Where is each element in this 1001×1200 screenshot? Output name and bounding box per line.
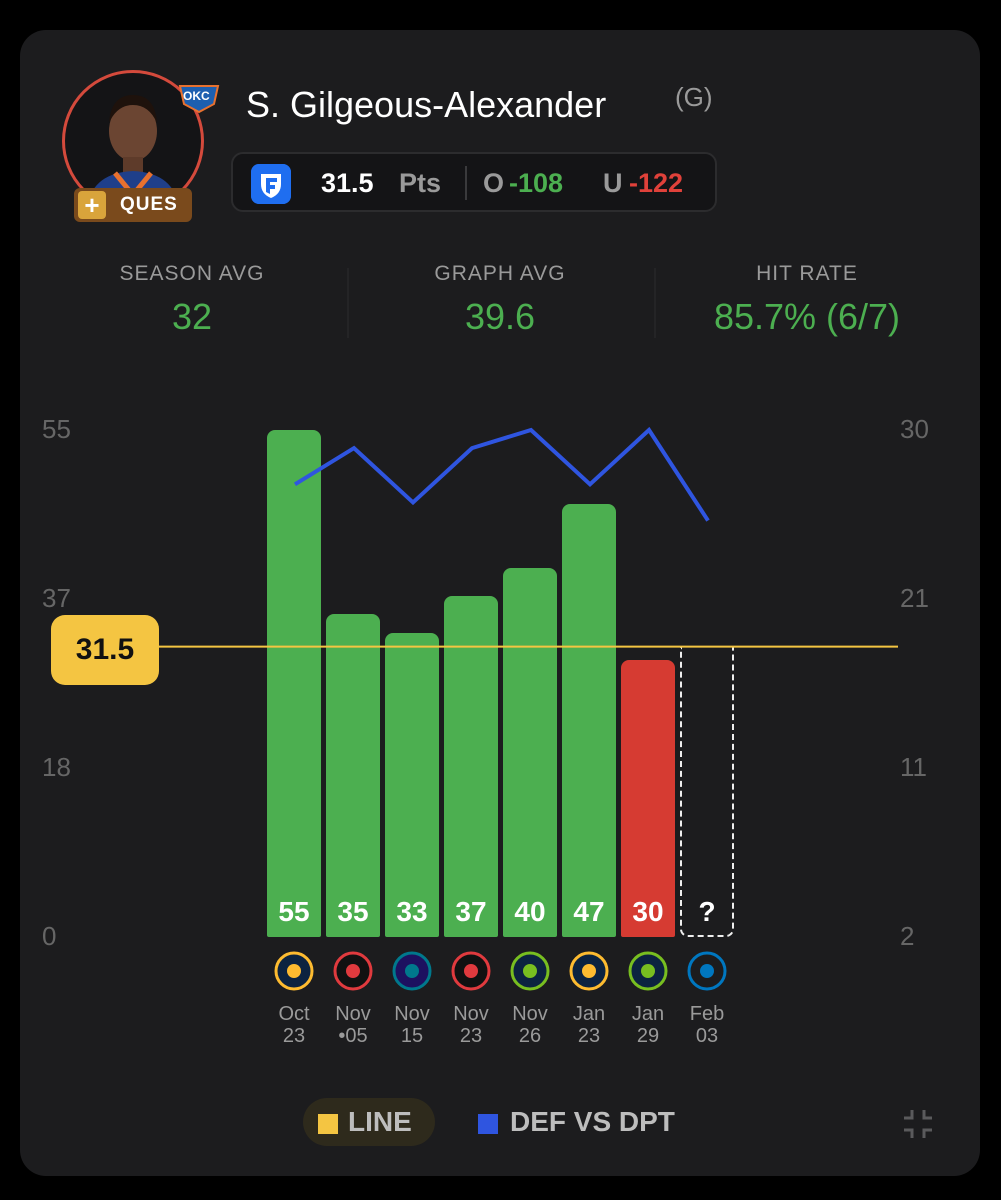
legend-line-swatch [318,1114,338,1134]
right-axis-tick: 11 [900,752,927,782]
hit-rate-stat: HIT RATE 85.7% (6/7) [657,262,957,338]
graph-avg-label: GRAPH AVG [434,262,566,285]
left-axis-tick: 37 [42,583,71,613]
game-bar[interactable] [444,595,498,937]
game-bar[interactable] [562,503,616,937]
hornets-logo-icon [392,951,432,991]
right-axis-tick: 2 [900,921,915,951]
game-date-label: Nov •05 [335,1003,371,1047]
bar-value-label: 35 [337,896,369,927]
right-axis-tick: 30 [900,414,929,444]
injury-status-label: QUES [120,194,178,215]
upcoming-game-placeholder[interactable] [680,646,734,937]
graph-avg-value: 39.6 [464,296,536,337]
game-bar[interactable] [385,632,439,937]
game-bar[interactable] [503,568,557,937]
season-avg-value: 32 [171,296,213,337]
magic-logo-icon [687,951,727,991]
over-odds[interactable]: -108 [509,168,564,198]
divider [465,166,467,200]
stat-divider [654,268,656,338]
under-label: U [603,168,623,198]
collapse-icon[interactable] [902,1108,934,1140]
bar-value-label: 55 [278,896,310,927]
player-position: (G) [675,82,713,112]
game-date-label: Jan 29 [631,1003,665,1047]
hit-rate-value: 85.7% (6/7) [713,296,901,337]
season-avg-label: SEASON AVG [119,262,265,285]
game-date-label: Feb 03 [689,1003,725,1047]
timberwolves-logo-icon [510,951,550,991]
injury-status-badge: + QUES [74,188,192,222]
season-avg-stat: SEASON AVG 32 [42,262,342,338]
bar-value-label: ? [698,896,716,927]
blazers-logo-icon [333,951,373,991]
def-vs-dpt-line [293,426,710,522]
left-axis-tick: 0 [42,921,57,951]
over-label: O [483,168,505,198]
left-axis-tick: 55 [42,414,71,444]
blazers-logo-icon [451,951,491,991]
legend-def-swatch [478,1114,498,1134]
game-date-label: Oct 23 [278,1003,310,1047]
stat-divider [347,268,349,338]
pacers-logo-icon [274,951,314,991]
prop-line-unit: Pts [399,168,442,198]
team-abbrev: OKC [183,89,210,103]
fanduel-logo-icon [251,164,291,204]
game-bar[interactable] [267,430,321,937]
game-bar[interactable] [326,614,380,937]
hit-rate-label: HIT RATE [756,262,858,285]
game-date-label: Nov 15 [394,1003,430,1047]
bar-value-label: 37 [455,896,487,927]
prop-line-value: 31.5 [321,168,374,198]
game-date-label: Jan 23 [572,1003,606,1047]
graph-avg-stat: GRAPH AVG 39.6 [350,262,650,338]
legend-def-label[interactable]: DEF VS DPT [510,1106,675,1137]
bar-value-label: 30 [632,896,664,927]
okc-thunder-logo-icon [178,85,220,114]
under-odds[interactable]: -122 [629,168,684,198]
player-name[interactable]: S. Gilgeous-Alexander [246,84,607,125]
timberwolves-logo-icon [628,951,668,991]
left-axis-tick: 18 [42,752,71,782]
plus-icon: + [78,191,106,219]
legend-line-label[interactable]: LINE [348,1106,412,1137]
bar-value-label: 33 [396,896,428,927]
prop-line-box[interactable]: 31.5 Pts O -108 U -122 [231,152,717,212]
line-value-badge: 31.5 [51,615,159,685]
game-bar[interactable] [621,660,675,937]
bar-value-label: 40 [514,896,546,927]
right-axis-tick: 21 [900,583,929,613]
game-date-label: Nov 23 [453,1003,489,1047]
game-date-label: Nov 26 [512,1003,548,1047]
bar-value-label: 47 [573,896,605,927]
pacers-logo-icon [569,951,609,991]
